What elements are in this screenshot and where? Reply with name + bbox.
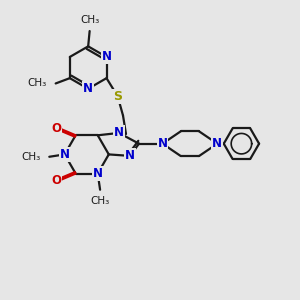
Text: S: S	[113, 90, 122, 103]
Text: N: N	[158, 137, 167, 150]
Text: O: O	[51, 122, 61, 135]
Text: N: N	[93, 167, 103, 180]
Text: N: N	[212, 137, 222, 150]
Text: CH₃: CH₃	[22, 152, 41, 162]
Text: N: N	[125, 149, 135, 162]
Text: CH₃: CH₃	[91, 196, 110, 206]
Text: CH₃: CH₃	[80, 15, 99, 25]
Text: O: O	[51, 173, 61, 187]
Text: N: N	[60, 148, 70, 161]
Text: N: N	[114, 126, 124, 140]
Text: CH₃: CH₃	[28, 79, 47, 88]
Text: N: N	[101, 50, 112, 64]
Text: N: N	[83, 82, 93, 95]
